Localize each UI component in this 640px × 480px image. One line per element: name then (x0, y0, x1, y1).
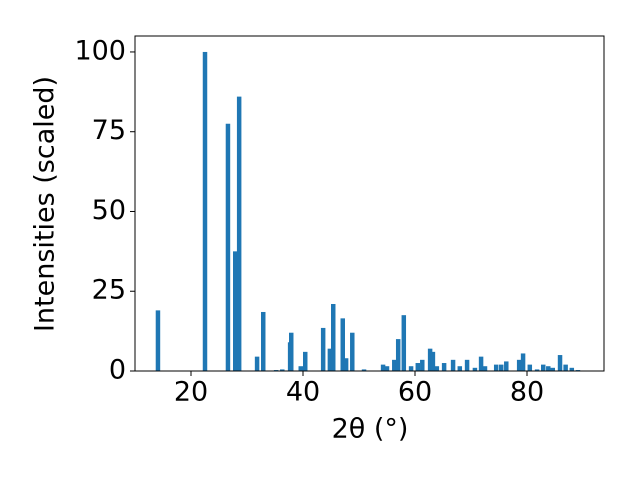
bar (236, 96, 242, 371)
y-tick-label: 50 (92, 195, 126, 226)
bar (289, 332, 294, 371)
bar (395, 339, 401, 371)
bar (202, 51, 208, 371)
bar (298, 366, 303, 371)
bar (504, 361, 509, 371)
bar (384, 366, 390, 371)
y-tick-label: 75 (92, 115, 126, 146)
bar (225, 123, 231, 371)
bar (482, 366, 488, 371)
bar (392, 359, 397, 371)
bar (343, 358, 349, 371)
bar (546, 366, 551, 371)
bar (450, 359, 456, 371)
bar (401, 315, 407, 371)
bar (550, 367, 555, 371)
x-tick-label: 80 (510, 377, 544, 408)
y-axis-label: Intensities (scaled) (30, 76, 61, 332)
bar (303, 351, 308, 371)
bar (155, 310, 161, 371)
bar (233, 251, 238, 371)
bar (415, 363, 421, 371)
bar (493, 364, 499, 371)
bar (430, 351, 436, 371)
bar (569, 367, 575, 371)
bar (361, 369, 367, 371)
bar (527, 364, 533, 371)
bar (427, 348, 433, 371)
bar (280, 369, 285, 371)
bar (331, 304, 336, 371)
x-tick-label: 60 (398, 377, 432, 408)
bar (261, 311, 266, 371)
bar (520, 353, 526, 371)
x-tick-label: 40 (286, 377, 320, 408)
bar (320, 327, 326, 371)
bar (478, 356, 484, 371)
bar (340, 318, 345, 371)
y-tick-label: 25 (92, 275, 126, 306)
bar (420, 359, 425, 371)
plot-frame (134, 35, 605, 372)
bar (534, 369, 540, 371)
bar (516, 359, 522, 371)
y-tick-label: 0 (109, 355, 126, 386)
bar (563, 364, 568, 371)
bar (327, 348, 333, 371)
bar (541, 364, 546, 371)
bar (499, 364, 504, 371)
bar (464, 359, 470, 371)
x-tick-label: 20 (174, 377, 208, 408)
y-tick-label: 100 (74, 35, 126, 66)
bar (441, 363, 447, 371)
bar (434, 366, 440, 371)
bar (457, 366, 463, 371)
x-axis-label: 2θ (°) (332, 414, 409, 445)
bar (472, 367, 478, 371)
bar (350, 332, 355, 371)
bar (408, 366, 414, 371)
bar (557, 355, 563, 371)
bar (254, 356, 260, 371)
bar (380, 364, 386, 371)
